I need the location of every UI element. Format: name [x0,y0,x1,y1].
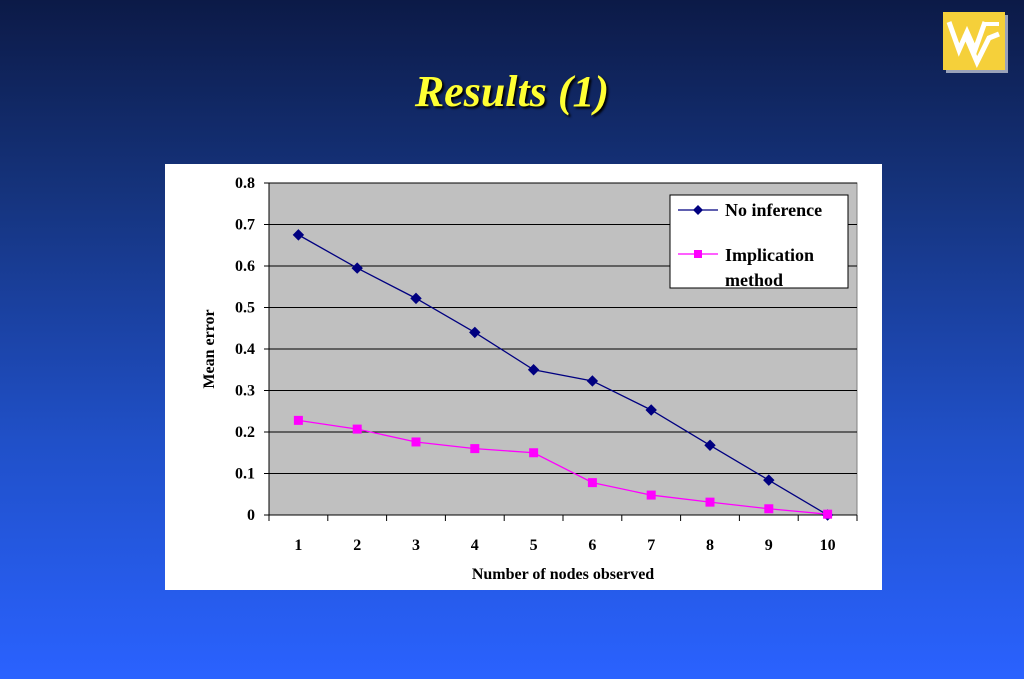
data-point [763,474,775,486]
y-tick-label: 0 [247,507,255,524]
data-point [705,497,715,507]
y-axis-label: Mean error [201,309,218,388]
data-point [704,439,716,451]
series-line [298,419,828,515]
legend: No inference Implication method [669,194,849,290]
data-point [587,478,597,488]
data-point [645,404,657,416]
data-point [527,364,540,376]
legend-marker-implication [694,250,702,258]
y-tick-label: 0.7 [235,217,255,234]
legend-marker-no-inference [693,205,703,215]
x-tick-label: 3 [412,537,420,554]
data-point [646,490,656,500]
data-point [764,504,774,514]
axis-ticks [264,182,858,521]
data-point [470,444,480,454]
x-tick-label: 7 [647,537,655,554]
legend-label-implication: Implication method [725,245,814,290]
data-point [351,262,363,274]
x-tick-label: 5 [530,537,538,554]
x-tick-label: 2 [353,537,361,554]
x-tick-label: 8 [706,537,714,554]
x-tick-label: 10 [820,537,836,554]
data-point [293,415,303,425]
x-tick-label: 6 [588,537,596,554]
x-tick-label: 9 [765,537,773,554]
x-tick-label: 4 [471,537,479,554]
series-no-inference [292,229,834,521]
x-tick-label: 1 [294,537,302,554]
line-chart: 0 0.1 0.2 0.3 0.4 0.5 0.6 0.7 0.8 1 2 3 4 5 6 7 8 9 10 Me… [201,175,858,583]
legend-label-no-inference: No inference [725,200,822,220]
data-point [586,375,599,387]
y-tick-label: 0.2 [235,424,255,441]
chart-panel: 0 0.1 0.2 0.3 0.4 0.5 0.6 0.7 0.8 1 2 3 4 5 6 7 8 9 10 Me… [165,164,882,590]
y-tick-label: 0.6 [235,258,255,275]
y-tick-label: 0.5 [235,300,255,317]
y-tick-labels: 0 0.1 0.2 0.3 0.4 0.5 0.6 0.7 0.8 [235,175,255,524]
data-point [469,326,481,339]
slide-title: Results (1) [414,67,610,116]
y-tick-label: 0.3 [235,383,255,400]
series-line [298,234,828,516]
data-point [292,229,305,241]
data-point [352,424,362,434]
y-tick-label: 0.4 [235,341,255,358]
x-tick-labels: 1 2 3 4 5 6 7 8 9 10 [294,537,835,554]
flying-wv-icon [946,21,1000,68]
data-point [411,437,421,447]
wvu-logo [943,12,1005,70]
data-point [410,292,422,305]
series-implication-method [293,415,833,519]
x-axis-label: Number of nodes observed [472,566,654,583]
series-layer [292,229,834,521]
y-tick-label: 0.1 [235,466,255,483]
data-point [529,448,539,458]
y-tick-label: 0.8 [235,175,255,192]
data-point [823,509,833,519]
